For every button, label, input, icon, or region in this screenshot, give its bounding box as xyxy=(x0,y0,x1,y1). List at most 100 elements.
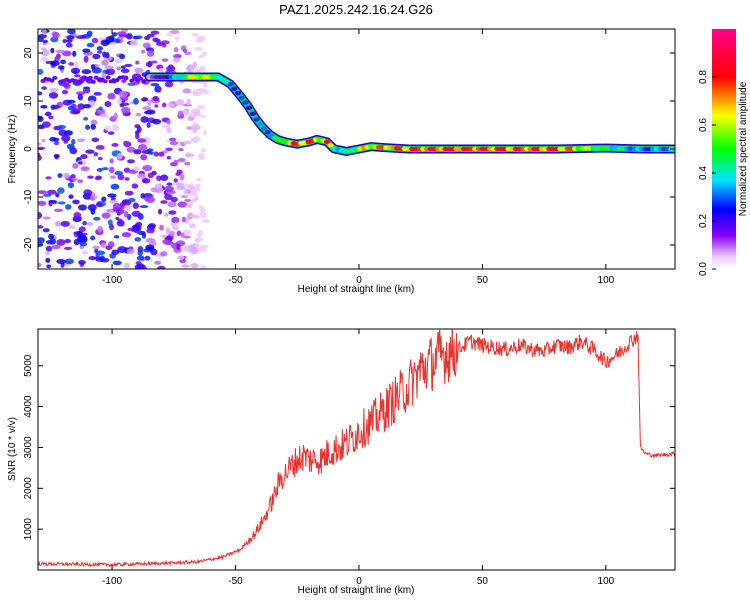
noise-blob xyxy=(118,90,128,98)
noise-blob xyxy=(54,154,59,160)
noise-blob xyxy=(57,201,66,205)
noise-blob xyxy=(165,227,171,235)
noise-blob xyxy=(71,138,76,145)
noise-blob xyxy=(198,156,205,160)
noise-blob xyxy=(117,246,127,254)
noise-blob xyxy=(42,216,51,220)
noise-blob xyxy=(171,216,180,224)
colorbar-gradient xyxy=(712,29,736,269)
noise-blob xyxy=(114,58,122,64)
snr-ytick-label: 4000 xyxy=(23,395,34,418)
noise-blob xyxy=(48,115,54,120)
noise-blob xyxy=(102,51,107,58)
noise-blob xyxy=(83,117,89,121)
noise-blob xyxy=(140,192,146,199)
noise-blob xyxy=(64,238,71,244)
noise-blob xyxy=(177,255,185,260)
noise-blob xyxy=(152,95,159,102)
noise-blob xyxy=(166,119,171,125)
noise-blob xyxy=(116,153,123,160)
noise-blob xyxy=(41,138,46,143)
noise-blob xyxy=(150,248,158,256)
noise-blob xyxy=(67,182,75,189)
noise-blob xyxy=(45,176,52,180)
noise-blob xyxy=(176,186,185,190)
noise-blob xyxy=(77,94,84,101)
noise-blob xyxy=(179,173,185,181)
noise-blob xyxy=(173,222,178,229)
noise-blob xyxy=(96,46,104,51)
noise-blob xyxy=(107,219,113,226)
noise-blobs xyxy=(38,29,210,269)
noise-blob xyxy=(124,190,134,196)
noise-blob xyxy=(43,193,52,197)
noise-line-blob xyxy=(105,75,111,80)
noise-blob xyxy=(151,118,162,125)
noise-blob xyxy=(42,39,49,44)
ridge-cell xyxy=(327,143,334,148)
noise-blob xyxy=(167,201,177,208)
noise-blob xyxy=(83,189,93,196)
noise-blob xyxy=(164,212,169,217)
noise-blob xyxy=(53,208,64,213)
noise-blob xyxy=(137,250,143,257)
noise-blob xyxy=(101,72,106,79)
noise-blob xyxy=(131,183,139,189)
noise-line-blob xyxy=(141,79,147,84)
noise-blob xyxy=(52,31,60,39)
noise-blob xyxy=(181,216,186,223)
noise-blob xyxy=(65,204,72,210)
noise-blob xyxy=(101,196,107,202)
noise-blob xyxy=(72,199,80,205)
noise-blob xyxy=(200,264,207,269)
noise-blob xyxy=(51,244,61,250)
cbar-tick-label: 0.0 xyxy=(698,262,709,276)
noise-blob xyxy=(38,237,45,244)
noise-blob xyxy=(82,48,91,53)
noise-blob xyxy=(89,196,96,201)
noise-blob xyxy=(45,60,50,65)
noise-blob xyxy=(97,225,103,233)
noise-blob xyxy=(45,257,51,263)
noise-blob xyxy=(154,85,162,93)
snr-xlabel: Height of straight line (km) xyxy=(298,585,415,596)
noise-blob xyxy=(199,211,207,219)
noise-blob xyxy=(135,112,141,117)
noise-blob xyxy=(65,42,73,48)
noise-blob xyxy=(196,88,206,94)
noise-blob xyxy=(197,55,203,59)
snr-xtick-label: 100 xyxy=(598,576,615,587)
noise-blob xyxy=(166,155,171,160)
snr-ytick-label: 2000 xyxy=(23,477,34,500)
snr-xtick-label: -100 xyxy=(102,576,122,587)
noise-blob xyxy=(126,248,135,255)
noise-blob xyxy=(95,250,106,256)
noise-blob xyxy=(80,166,90,172)
noise-blob xyxy=(157,208,163,215)
noise-blob xyxy=(144,255,151,261)
noise-blob xyxy=(193,136,201,141)
noise-line-blob xyxy=(123,75,129,80)
noise-blob xyxy=(192,121,198,126)
noise-blob xyxy=(105,68,116,76)
noise-blob xyxy=(66,143,75,150)
noise-blob xyxy=(140,97,149,102)
ridge-cell xyxy=(253,117,260,122)
noise-blob xyxy=(110,183,120,190)
noise-blob xyxy=(146,122,151,128)
noise-blob xyxy=(38,200,47,206)
noise-blob xyxy=(183,140,193,145)
noise-blob xyxy=(121,199,128,204)
noise-blob xyxy=(100,242,107,248)
noise-blob xyxy=(78,204,87,211)
noise-blob xyxy=(169,30,180,34)
noise-blob xyxy=(177,158,186,163)
noise-blob xyxy=(192,127,197,134)
ridge-cell xyxy=(249,111,256,117)
noise-blob xyxy=(45,245,53,252)
ridge-cell xyxy=(231,86,238,91)
noise-blob xyxy=(141,149,152,154)
noise-blob xyxy=(74,61,79,69)
noise-blob xyxy=(146,228,155,234)
